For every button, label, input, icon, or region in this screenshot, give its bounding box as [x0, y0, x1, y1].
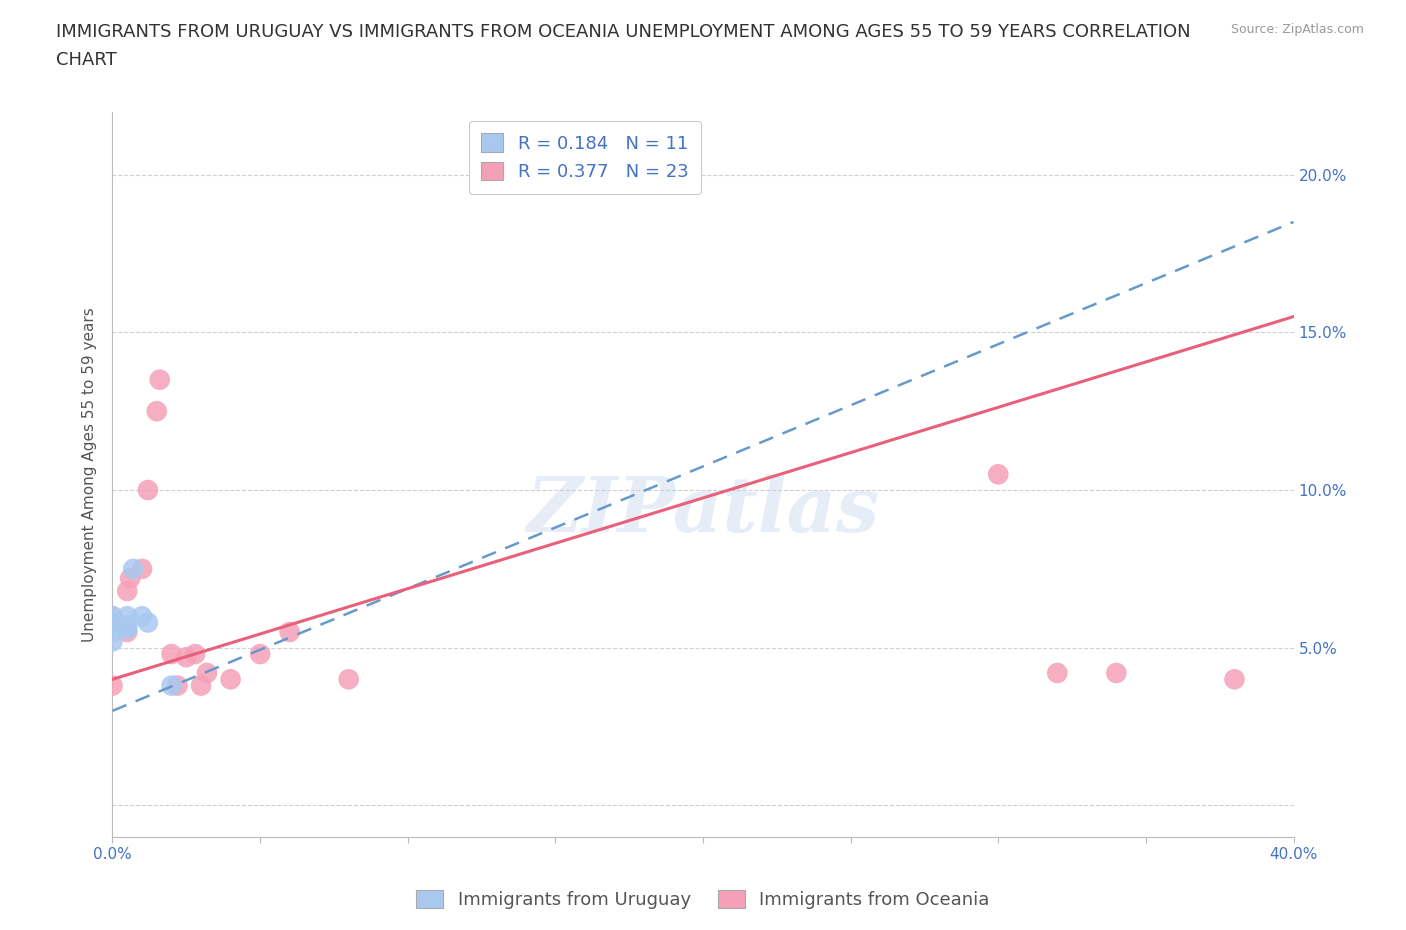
Point — [278, 625, 301, 640]
Point — [101, 609, 124, 624]
Point — [195, 666, 218, 681]
Point — [101, 625, 124, 640]
Text: Source: ZipAtlas.com: Source: ZipAtlas.com — [1230, 23, 1364, 36]
Point — [117, 609, 138, 624]
Point — [149, 372, 172, 387]
Point — [1046, 666, 1069, 681]
Legend: Immigrants from Uruguay, Immigrants from Oceania: Immigrants from Uruguay, Immigrants from… — [409, 883, 997, 916]
Legend: R = 0.184   N = 11, R = 0.377   N = 23: R = 0.184 N = 11, R = 0.377 N = 23 — [468, 121, 702, 193]
Point — [101, 634, 124, 649]
Point — [117, 625, 138, 640]
Point — [146, 404, 169, 418]
Y-axis label: Unemployment Among Ages 55 to 59 years: Unemployment Among Ages 55 to 59 years — [82, 307, 97, 642]
Point — [174, 650, 197, 665]
Point — [117, 618, 138, 633]
Point — [136, 615, 159, 630]
Point — [131, 562, 153, 577]
Point — [249, 646, 271, 661]
Point — [101, 615, 124, 630]
Point — [120, 571, 142, 586]
Point — [160, 678, 183, 693]
Point — [101, 678, 124, 693]
Point — [190, 678, 212, 693]
Point — [166, 678, 188, 693]
Point — [117, 621, 138, 636]
Text: ZIPatlas: ZIPatlas — [526, 473, 880, 548]
Point — [987, 467, 1010, 482]
Point — [131, 609, 153, 624]
Point — [160, 646, 183, 661]
Point — [1105, 666, 1128, 681]
Point — [219, 671, 242, 686]
Text: IMMIGRANTS FROM URUGUAY VS IMMIGRANTS FROM OCEANIA UNEMPLOYMENT AMONG AGES 55 TO: IMMIGRANTS FROM URUGUAY VS IMMIGRANTS FR… — [56, 23, 1191, 41]
Point — [122, 562, 145, 577]
Point — [337, 671, 360, 686]
Point — [136, 483, 159, 498]
Point — [117, 583, 138, 598]
Point — [1223, 671, 1246, 686]
Text: CHART: CHART — [56, 51, 117, 69]
Point — [101, 609, 124, 624]
Point — [184, 646, 207, 661]
